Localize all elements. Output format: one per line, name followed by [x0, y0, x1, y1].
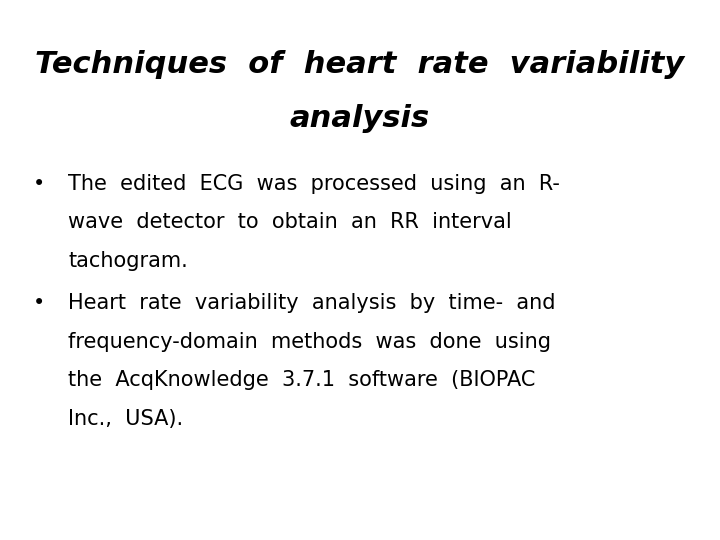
Text: •: •: [32, 293, 45, 313]
Text: tachogram.: tachogram.: [68, 251, 188, 272]
Text: the  AcqKnowledge  3.7.1  software  (BIOPAC: the AcqKnowledge 3.7.1 software (BIOPAC: [68, 370, 536, 390]
Text: frequency-domain  methods  was  done  using: frequency-domain methods was done using: [68, 332, 552, 352]
Text: analysis: analysis: [290, 104, 430, 133]
Text: •: •: [32, 173, 45, 194]
Text: The  edited  ECG  was  processed  using  an  R-: The edited ECG was processed using an R-: [68, 173, 560, 194]
Text: wave  detector  to  obtain  an  RR  interval: wave detector to obtain an RR interval: [68, 212, 512, 233]
Text: Inc.,  USA).: Inc., USA).: [68, 409, 184, 429]
Text: Heart  rate  variability  analysis  by  time-  and: Heart rate variability analysis by time-…: [68, 293, 556, 313]
Text: Techniques  of  heart  rate  variability: Techniques of heart rate variability: [35, 50, 685, 79]
